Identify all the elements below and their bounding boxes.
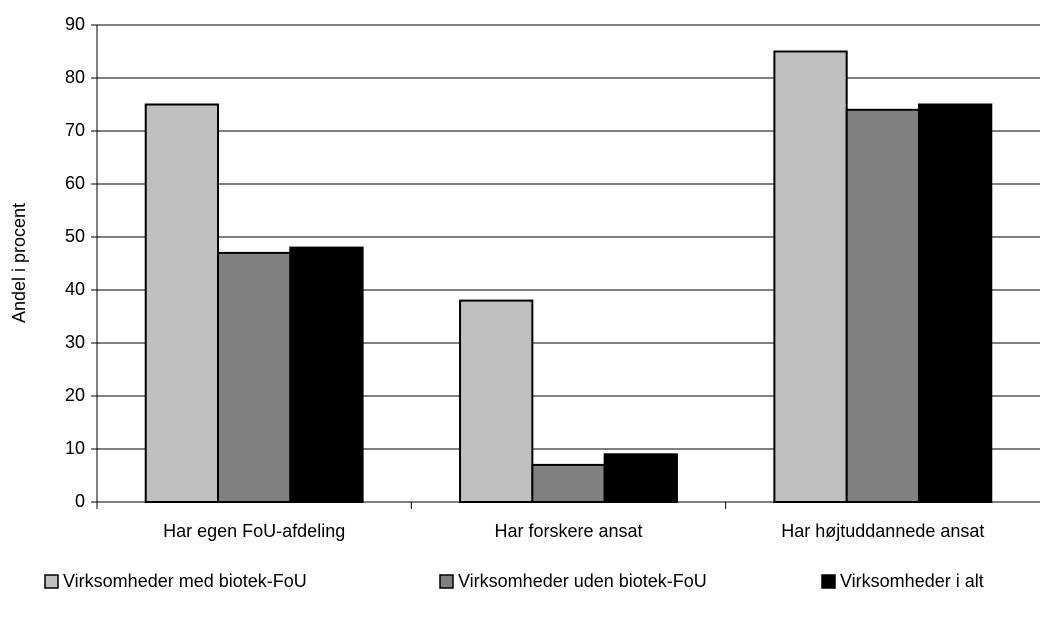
- y-tick-label: 0: [75, 491, 85, 511]
- bar: [773, 50, 848, 503]
- y-tick-label: 10: [65, 438, 85, 458]
- legend-swatch: [44, 574, 59, 589]
- bar: [603, 453, 678, 503]
- legend-swatch: [439, 574, 454, 589]
- legend-label: Virksomheder uden biotek-FoU: [458, 571, 707, 591]
- x-tick-label: Har højtuddannede ansat: [781, 521, 984, 541]
- y-tick-label: 30: [65, 332, 85, 352]
- y-tick-label: 50: [65, 226, 85, 246]
- y-tick-label: 60: [65, 173, 85, 193]
- bar: [917, 103, 993, 503]
- y-tick-label: 90: [65, 14, 85, 34]
- bar: [531, 463, 606, 503]
- y-axis-label: Andel i procent: [9, 203, 29, 323]
- x-tick-label: Har forskere ansat: [494, 521, 642, 541]
- legend-swatch: [821, 574, 836, 589]
- y-tick-label: 20: [65, 385, 85, 405]
- y-tick-label: 40: [65, 279, 85, 299]
- y-tick-label: 70: [65, 120, 85, 140]
- legend-label: Virksomheder med biotek-FoU: [63, 571, 307, 591]
- x-tick-label: Har egen FoU-afdeling: [163, 521, 345, 541]
- bar: [459, 299, 534, 503]
- y-tick-label: 80: [65, 67, 85, 87]
- bar: [845, 108, 920, 504]
- legend-label: Virksomheder i alt: [840, 571, 984, 591]
- bar: [217, 251, 292, 503]
- bar: [144, 103, 220, 503]
- bar: [289, 246, 364, 503]
